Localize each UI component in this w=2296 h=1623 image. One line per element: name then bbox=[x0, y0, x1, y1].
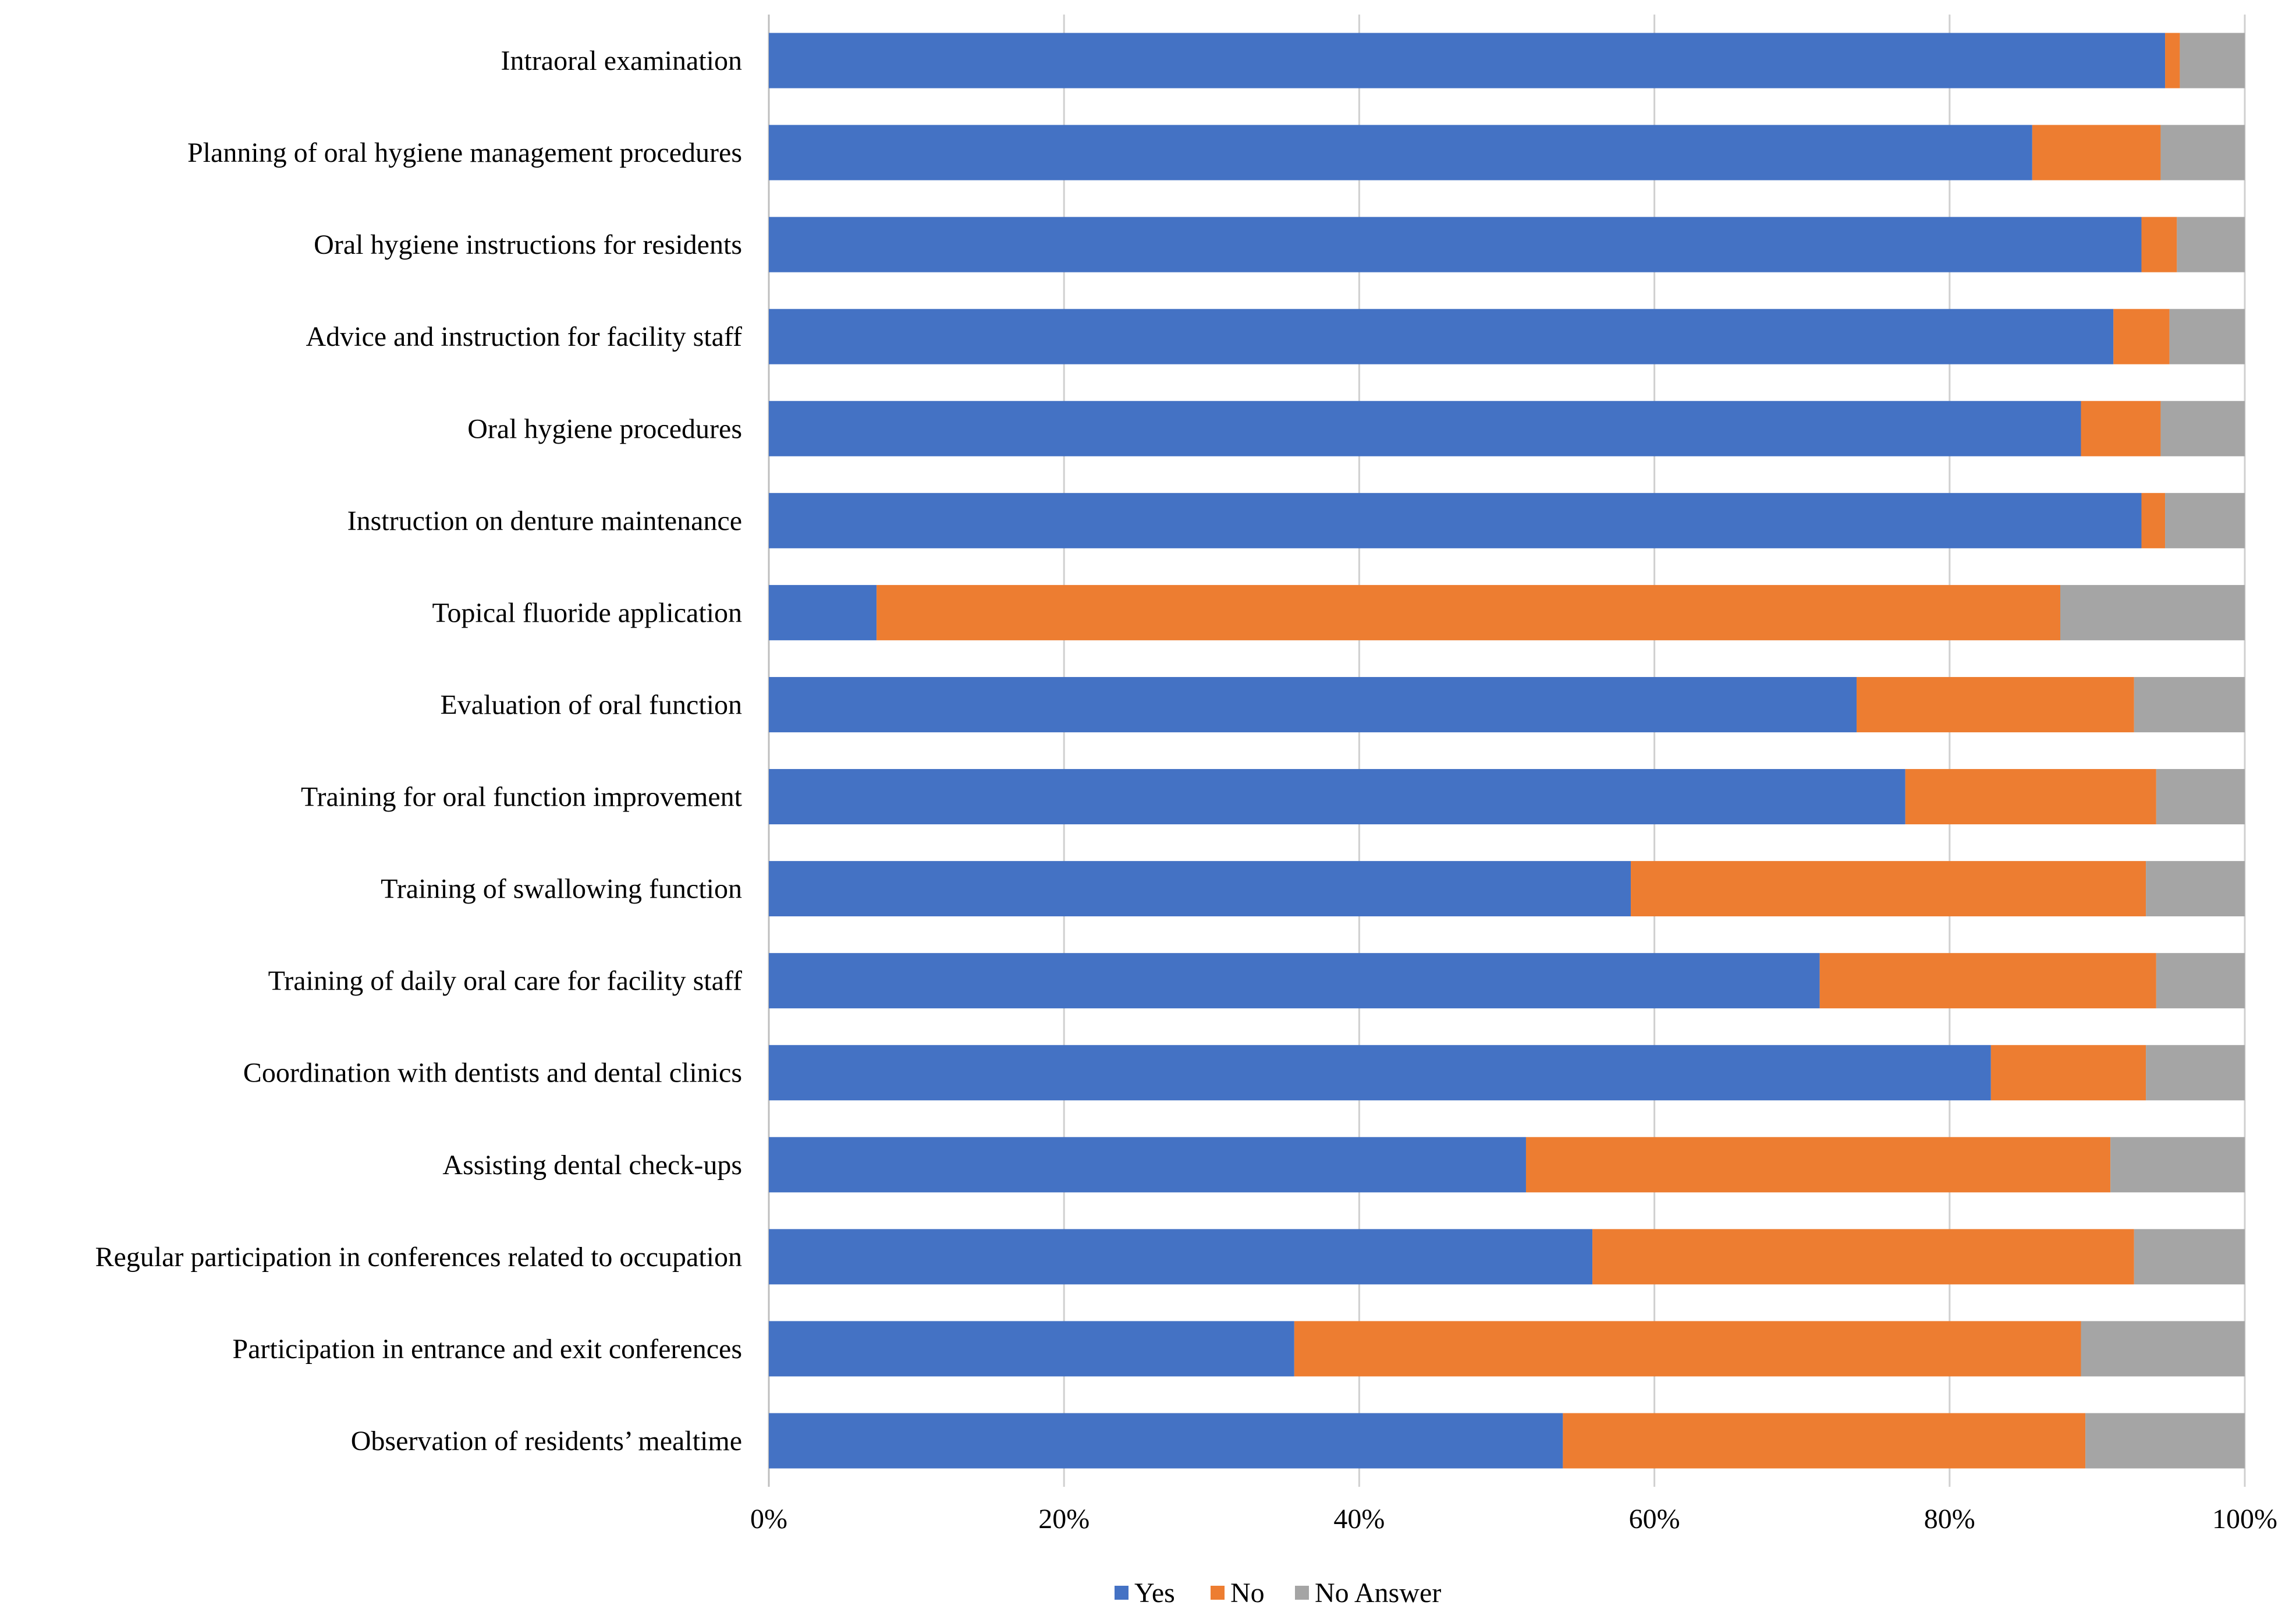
bar-no bbox=[1525, 1137, 2111, 1193]
category-label: Assisting dental check-ups bbox=[442, 1150, 742, 1181]
legend-label: No bbox=[1230, 1578, 1265, 1608]
bar-no bbox=[1905, 769, 2156, 825]
x-tick-labels: 0% 20% 40% 60% 80% 100% bbox=[750, 1504, 2277, 1535]
bar-no bbox=[2032, 125, 2161, 180]
bar-no-answer bbox=[2160, 401, 2245, 456]
bar-no bbox=[1990, 1045, 2146, 1101]
bar-no-answer bbox=[2085, 1413, 2245, 1469]
bar-yes bbox=[769, 1413, 1563, 1469]
bar-no-answer bbox=[2180, 33, 2245, 88]
bar-no bbox=[2141, 492, 2166, 548]
bar-yes bbox=[769, 217, 2142, 272]
bar-no bbox=[2141, 217, 2177, 272]
category-label: Training of daily oral care for facility… bbox=[268, 966, 742, 997]
category-label: Intraoral examination bbox=[501, 45, 743, 76]
bar-yes bbox=[769, 1321, 1294, 1377]
x-tick-label: 80% bbox=[1924, 1504, 1975, 1535]
bar-yes bbox=[769, 769, 1905, 825]
x-tick-label: 20% bbox=[1038, 1504, 1090, 1535]
bar-no-answer bbox=[2060, 584, 2245, 640]
bar-no bbox=[1631, 861, 2146, 917]
category-label: Participation in entrance and exit confe… bbox=[232, 1334, 742, 1365]
bar-no bbox=[2165, 33, 2180, 88]
bar-yes bbox=[769, 1045, 1991, 1101]
bar-no-answer bbox=[2081, 1321, 2245, 1377]
category-label: Advice and instruction for facility staf… bbox=[306, 321, 742, 352]
bar-yes bbox=[769, 33, 2166, 88]
bar-yes bbox=[769, 309, 2114, 364]
bar-no bbox=[1857, 676, 2134, 732]
bars bbox=[769, 33, 2245, 1469]
bar-yes bbox=[769, 492, 2142, 548]
bar-yes bbox=[769, 953, 1820, 1009]
bar-no bbox=[1819, 953, 2156, 1009]
legend-label: Yes bbox=[1134, 1578, 1175, 1608]
bar-no-answer bbox=[2110, 1137, 2245, 1193]
bar-no-answer bbox=[2177, 217, 2245, 272]
bar-no-answer bbox=[2160, 125, 2245, 180]
category-label: Training of swallowing function bbox=[381, 874, 742, 905]
category-label: Training for oral function improvement bbox=[301, 782, 743, 813]
bar-yes bbox=[769, 1229, 1593, 1285]
bar-no-answer bbox=[2169, 309, 2245, 364]
bar-yes bbox=[769, 125, 2032, 180]
category-label: Coordination with dentists and dental cl… bbox=[243, 1058, 742, 1089]
x-tick-label: 60% bbox=[1629, 1504, 1680, 1535]
bar-no-answer bbox=[2134, 1229, 2245, 1285]
bar-no-answer bbox=[2146, 1045, 2245, 1101]
bar-yes bbox=[769, 861, 1631, 917]
bar-no-answer bbox=[2165, 492, 2245, 548]
category-label: Observation of residents’ mealtime bbox=[351, 1426, 742, 1457]
x-tick-label: 40% bbox=[1333, 1504, 1385, 1535]
legend-item: Yes bbox=[1115, 1578, 1175, 1608]
legend-swatch bbox=[1211, 1586, 1225, 1600]
bar-no bbox=[876, 584, 2060, 640]
bar-yes bbox=[769, 584, 877, 640]
bar-no-answer bbox=[2156, 769, 2245, 825]
category-label: Oral hygiene instructions for residents bbox=[314, 229, 742, 260]
bar-no-answer bbox=[2146, 861, 2245, 917]
bar-yes bbox=[769, 1137, 1526, 1193]
bar-yes bbox=[769, 401, 2081, 456]
bar-no bbox=[1294, 1321, 2081, 1377]
bar-no-answer bbox=[2134, 676, 2245, 732]
category-label: Instruction on denture maintenance bbox=[347, 505, 742, 536]
category-label: Planning of oral hygiene management proc… bbox=[187, 137, 742, 168]
category-label: Oral hygiene procedures bbox=[467, 413, 742, 444]
x-tick-label: 0% bbox=[750, 1504, 787, 1535]
bar-yes bbox=[769, 676, 1857, 732]
x-tick-label: 100% bbox=[2212, 1504, 2277, 1535]
category-labels: Intraoral examination Planning of oral hy… bbox=[95, 45, 742, 1457]
category-label: Regular participation in conferences rel… bbox=[95, 1242, 742, 1273]
bar-no bbox=[1592, 1229, 2134, 1285]
legend-label: No Answer bbox=[1315, 1578, 1441, 1608]
legend-item: No Answer bbox=[1295, 1578, 1441, 1608]
category-label: Evaluation of oral function bbox=[440, 689, 742, 720]
category-label: Topical fluoride application bbox=[432, 597, 742, 628]
legend: Yes No No Answer bbox=[1115, 1578, 1441, 1608]
legend-swatch bbox=[1115, 1586, 1129, 1600]
bar-no bbox=[2081, 401, 2161, 456]
legend-item: No bbox=[1211, 1578, 1265, 1608]
bar-no-answer bbox=[2156, 953, 2245, 1009]
bar-no bbox=[1563, 1413, 2086, 1469]
legend-swatch bbox=[1295, 1586, 1309, 1600]
bar-no bbox=[2113, 309, 2170, 364]
